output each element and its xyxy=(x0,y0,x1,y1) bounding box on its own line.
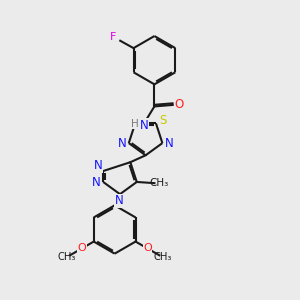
Text: O: O xyxy=(175,98,184,111)
Text: S: S xyxy=(159,114,166,127)
Text: O: O xyxy=(143,244,152,254)
Text: CH₃: CH₃ xyxy=(150,178,169,188)
Text: CH₃: CH₃ xyxy=(58,252,76,262)
Text: N: N xyxy=(114,194,123,207)
Text: N: N xyxy=(164,137,173,150)
Text: CH₃: CH₃ xyxy=(153,252,172,262)
Text: N: N xyxy=(140,119,148,132)
Text: N: N xyxy=(118,137,127,150)
Text: F: F xyxy=(110,32,117,42)
Text: O: O xyxy=(77,244,86,254)
Text: N: N xyxy=(92,176,100,189)
Text: H: H xyxy=(130,119,138,129)
Text: N: N xyxy=(94,159,102,172)
